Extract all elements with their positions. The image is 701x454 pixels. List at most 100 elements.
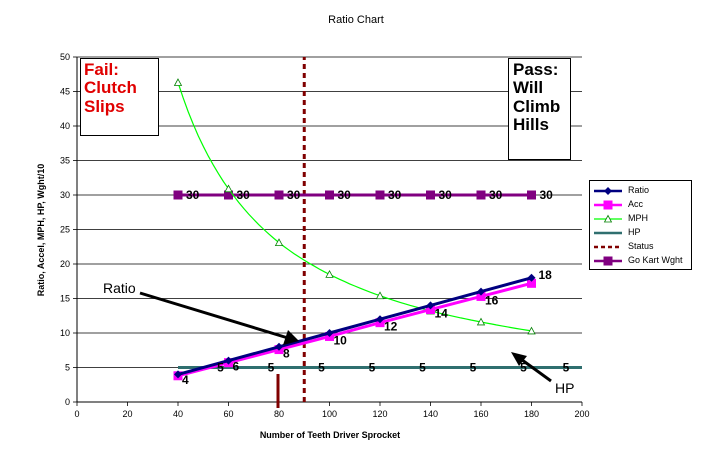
legend-swatch — [594, 231, 622, 235]
y-tick-label: 15 — [60, 294, 70, 304]
x-tick-label: 120 — [372, 409, 387, 419]
fail-callout: Fail: Clutch Slips — [80, 58, 159, 136]
legend-label: Status — [628, 241, 654, 251]
ratio-point — [325, 329, 334, 337]
legend-swatch — [594, 245, 622, 249]
acc-data-label: 4 — [182, 373, 189, 387]
y-tick-label: 10 — [60, 328, 70, 338]
legend-label: Acc — [628, 199, 644, 209]
legend-swatch — [594, 200, 622, 210]
fail-callout-text: Fail: Clutch Slips — [84, 60, 137, 116]
legend-item: HP — [590, 226, 691, 240]
acc-data-label: 14 — [435, 307, 449, 321]
ratio-arrow-label: Ratio — [103, 280, 136, 296]
hp-arrow — [517, 355, 552, 383]
x-tick-label: 180 — [524, 409, 539, 419]
x-tick-label: 0 — [74, 409, 79, 419]
ratio-point — [426, 301, 435, 310]
x-axis-label: Number of Teeth Driver Sprocket — [260, 430, 400, 440]
legend-item: Acc — [590, 198, 691, 212]
pass-callout-text: Pass: Will Climb Hills — [513, 60, 561, 135]
data-labels: 5 5 5 5 5 5 5 5 30 30 30 30 30 30 30 30 4 6 8 10 12 14 16 18 — [182, 188, 570, 387]
mph-point — [274, 238, 284, 247]
x-tick-label: 60 — [223, 409, 233, 419]
legend-swatch — [594, 256, 622, 266]
hp-data-label: 5 — [318, 361, 325, 375]
y-tick-label: 20 — [60, 259, 70, 269]
ratio-point — [224, 356, 233, 365]
ratio-point — [527, 273, 536, 282]
hp-data-label: 5 — [563, 361, 570, 375]
go-kart-wght-point — [375, 190, 385, 200]
go-kart-wght-point — [224, 190, 233, 200]
acc-data-label: 6 — [233, 360, 240, 374]
go-kart-wght-data-label: 30 — [439, 188, 453, 202]
go-kart-wght-point — [325, 190, 334, 200]
chart-title: Ratio Chart — [328, 14, 384, 26]
y-tick-label: 5 — [65, 363, 70, 373]
acc-point — [476, 291, 486, 301]
y-tick-label: 45 — [60, 87, 70, 97]
y-axis-label: Ratio, Accel, MPH, HP, Wght/10 — [36, 164, 46, 297]
ratio-point — [275, 342, 283, 351]
go-kart-wght-point — [426, 190, 435, 200]
x-tick-label: 200 — [574, 409, 589, 419]
legend-marker — [603, 214, 613, 223]
hp-data-label: 5 — [268, 361, 275, 375]
mph-point — [173, 78, 183, 86]
ratio-point — [477, 287, 485, 296]
mph-point — [325, 270, 334, 278]
go-kart-wght-point — [274, 190, 284, 200]
mph-point — [476, 317, 486, 326]
ratio-data-label: 18 — [539, 268, 553, 282]
series-ratio — [174, 273, 536, 379]
y-tick-label: 0 — [65, 397, 70, 407]
ratio-line — [177, 276, 532, 376]
go-kart-wght-point — [476, 190, 486, 200]
legend-swatch — [594, 187, 622, 195]
mph-point — [527, 326, 536, 335]
go-kart-wght-point — [173, 190, 183, 200]
go-kart-wght-data-label: 30 — [237, 188, 251, 202]
y-tick-label: 25 — [60, 225, 70, 235]
legend-label: Go Kart Wght — [628, 255, 683, 265]
x-tick-label: 100 — [322, 409, 337, 419]
legend-item: Status — [590, 240, 691, 254]
legend-label: MPH — [628, 213, 648, 223]
go-kart-wght-data-label: 30 — [186, 188, 200, 202]
x-tick-label: 80 — [274, 409, 284, 419]
acc-point — [527, 278, 536, 288]
series-go-kart-wght — [173, 190, 536, 200]
legend-marker — [604, 187, 612, 195]
pass-callout: Pass: Will Climb Hills — [508, 58, 571, 160]
x-tick-label: 40 — [173, 409, 183, 419]
legend-item: MPH — [590, 212, 691, 226]
go-kart-wght-data-label: 30 — [338, 188, 352, 202]
hp-data-label: 5 — [369, 361, 376, 375]
go-kart-wght-point — [527, 190, 536, 200]
y-tick-label: 40 — [60, 121, 70, 131]
hp-arrow-label: HP — [555, 380, 574, 396]
mph-point — [224, 184, 233, 193]
legend-label: Ratio — [628, 185, 650, 195]
acc-data-label: 10 — [334, 333, 348, 347]
hp-arrowhead — [511, 352, 527, 366]
chart-legend: Ratio Acc MPH HP Status Go Kart Wght — [589, 180, 692, 270]
hp-data-label: 5 — [419, 361, 426, 375]
y-tick-label: 35 — [60, 156, 70, 166]
ratio-point — [376, 315, 384, 324]
ratio-arrowhead — [283, 330, 299, 345]
acc-data-label: 12 — [384, 320, 398, 334]
x-tick-label: 140 — [423, 409, 438, 419]
go-kart-wght-data-label: 30 — [287, 188, 301, 202]
mph-line — [177, 82, 532, 332]
go-kart-wght-data-label: 30 — [388, 188, 402, 202]
x-tick-label: 20 — [122, 409, 132, 419]
legend-swatch — [594, 214, 622, 223]
legend-item: Ratio — [590, 184, 691, 198]
ratio-point — [174, 370, 182, 379]
series-layer — [173, 57, 582, 402]
go-kart-wght-data-label: 30 — [489, 188, 503, 202]
hp-data-label: 5 — [217, 361, 224, 375]
